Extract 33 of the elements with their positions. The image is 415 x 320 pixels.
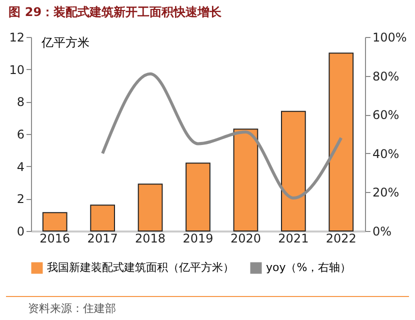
y2-tick-label: 100% (372, 30, 407, 44)
y-tick-label: 4 (16, 160, 24, 174)
y2-tick-label: 0% (372, 224, 392, 238)
y-tick-label: 0 (16, 224, 24, 238)
legend-label: 我国新建装配式建筑面积（亿平方米） (47, 261, 234, 274)
x-tick-label: 2019 (182, 232, 214, 246)
x-tick-label: 2016 (40, 232, 70, 246)
x-tick-label: 2020 (230, 232, 261, 246)
y-axis-title: 亿平方米 (40, 36, 90, 50)
bar (281, 110, 306, 232)
bar (42, 212, 68, 232)
chart-title: 图 29：装配式建筑新开工面积快速增长 (8, 5, 223, 19)
bar (328, 52, 354, 232)
bar (90, 204, 115, 232)
bar (233, 128, 258, 232)
text: 资料来源：住建部 (6, 296, 409, 320)
bar (138, 184, 163, 232)
y2-tick-label: 60% (372, 108, 400, 122)
y2-tick-label: 80% (372, 69, 400, 84)
x-tick-label: 2017 (87, 232, 118, 246)
y-tick-label: 2 (16, 192, 24, 206)
y2-tick-label: 20% (372, 186, 400, 200)
x-tick-label: 2022 (326, 232, 356, 246)
x-tick-label: 2018 (135, 232, 166, 246)
y-tick-label: 10 (9, 62, 24, 77)
legend-label: yoy（%，右轴） (266, 261, 352, 274)
x-tick-label: 2021 (278, 232, 309, 246)
y-tick-label: 12 (9, 30, 24, 44)
y-tick-label: 8 (16, 95, 24, 110)
bar (186, 162, 210, 232)
y-tick-label: 6 (16, 128, 24, 142)
line-series (101, 72, 343, 200)
y2-tick-label: 40% (372, 146, 400, 161)
